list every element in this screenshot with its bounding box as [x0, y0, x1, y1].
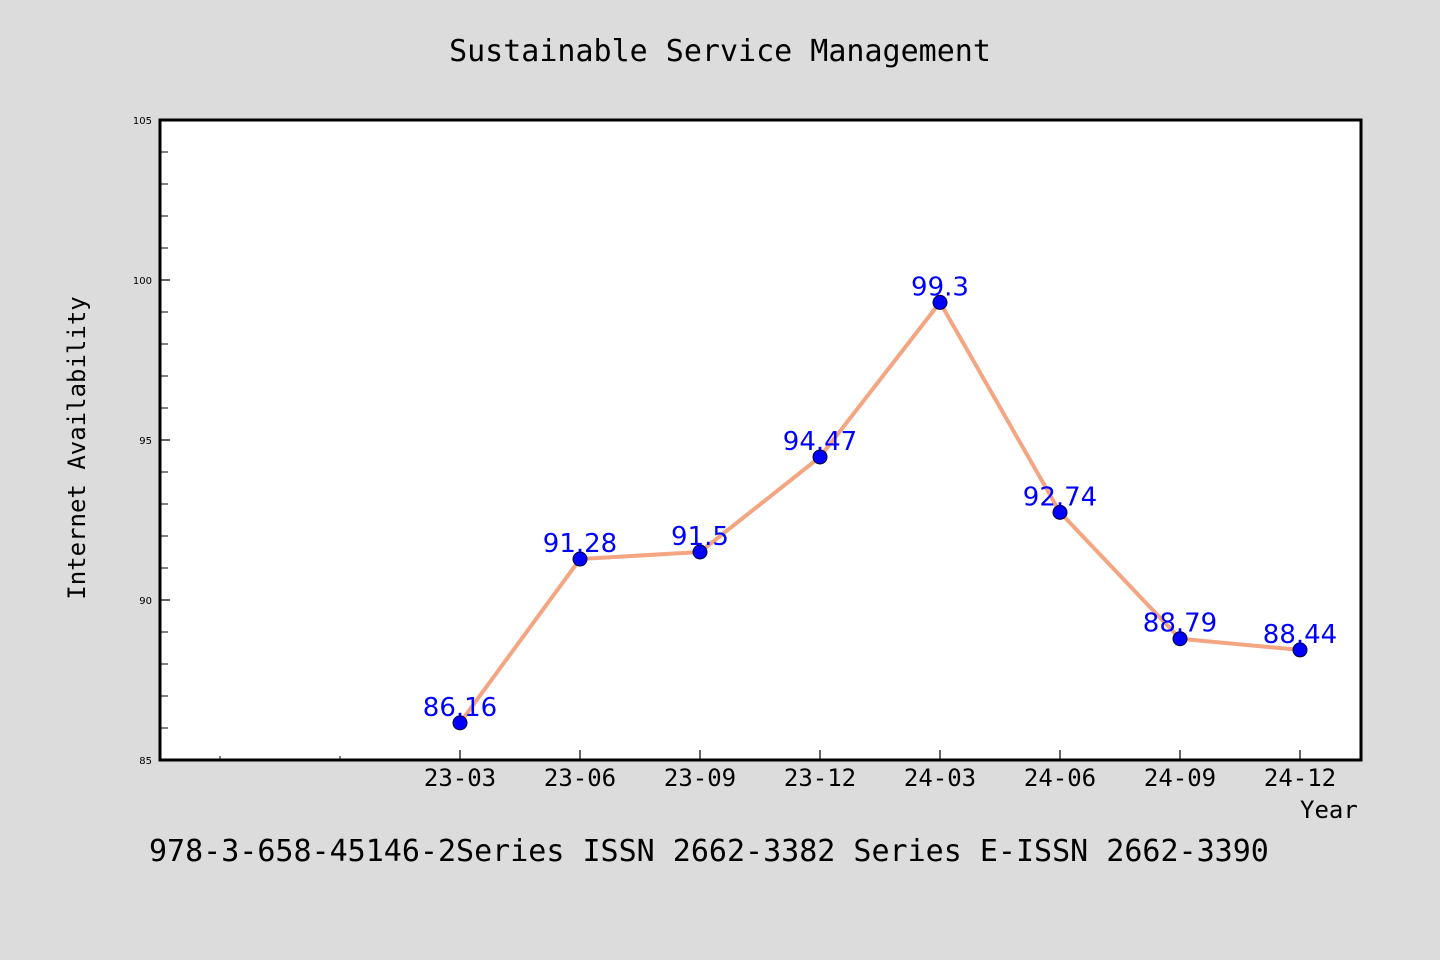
- data-point: [1292, 642, 1308, 658]
- data-point: [692, 544, 708, 560]
- data-point: [932, 294, 948, 310]
- x-tick-label: 24-12: [1264, 764, 1336, 792]
- data-point: [572, 551, 588, 567]
- data-label: 91.5: [671, 522, 729, 552]
- y-tick-label: 85: [139, 756, 152, 767]
- x-tick-label: 23-03: [424, 764, 496, 792]
- data-label: 88.44: [1263, 620, 1337, 650]
- series-line: [458, 300, 1302, 725]
- x-axis: 23-03 23-06 23-09 23-12 24-03 24-06 24-09 24-12: [219, 750, 1336, 792]
- x-tick-label: 24-06: [1024, 764, 1096, 792]
- data-point: [1172, 631, 1188, 647]
- y-tick-label: 105: [133, 116, 152, 127]
- data-point: [452, 715, 468, 731]
- x-tick-label: 24-09: [1144, 764, 1216, 792]
- footer-isbn-text: 978-3-658-45146-2Series ISSN 2662-3382 S…: [149, 834, 1269, 869]
- plot-area: [158, 118, 1363, 762]
- y-tick-label: 100: [133, 276, 152, 287]
- data-label: 88.79: [1143, 609, 1217, 639]
- data-label: 99.3: [911, 272, 969, 302]
- x-tick-label: 23-09: [664, 764, 736, 792]
- y-tick-label: 95: [139, 436, 152, 447]
- x-tick-label: 23-06: [544, 764, 616, 792]
- chart-title: Sustainable Service Management: [449, 34, 991, 69]
- x-tick-label: 23-12: [784, 764, 856, 792]
- data-label: 86.16: [423, 693, 497, 723]
- y-axis: 85 90 95 100 105: [133, 116, 170, 767]
- x-tick-label: 24-03: [904, 764, 976, 792]
- y-tick-label: 90: [139, 596, 152, 607]
- data-label: 94.47: [783, 427, 857, 457]
- series-group: [452, 294, 1308, 731]
- data-labels-group: 86.16 91.28 91.5 94.47 99.3 92.74 88.79 88.44: [423, 272, 1337, 722]
- data-label: 92.74: [1023, 482, 1097, 512]
- x-axis-label: Year: [1300, 796, 1358, 824]
- data-point: [812, 449, 828, 465]
- data-point: [1052, 504, 1068, 520]
- data-label: 91.28: [543, 529, 617, 559]
